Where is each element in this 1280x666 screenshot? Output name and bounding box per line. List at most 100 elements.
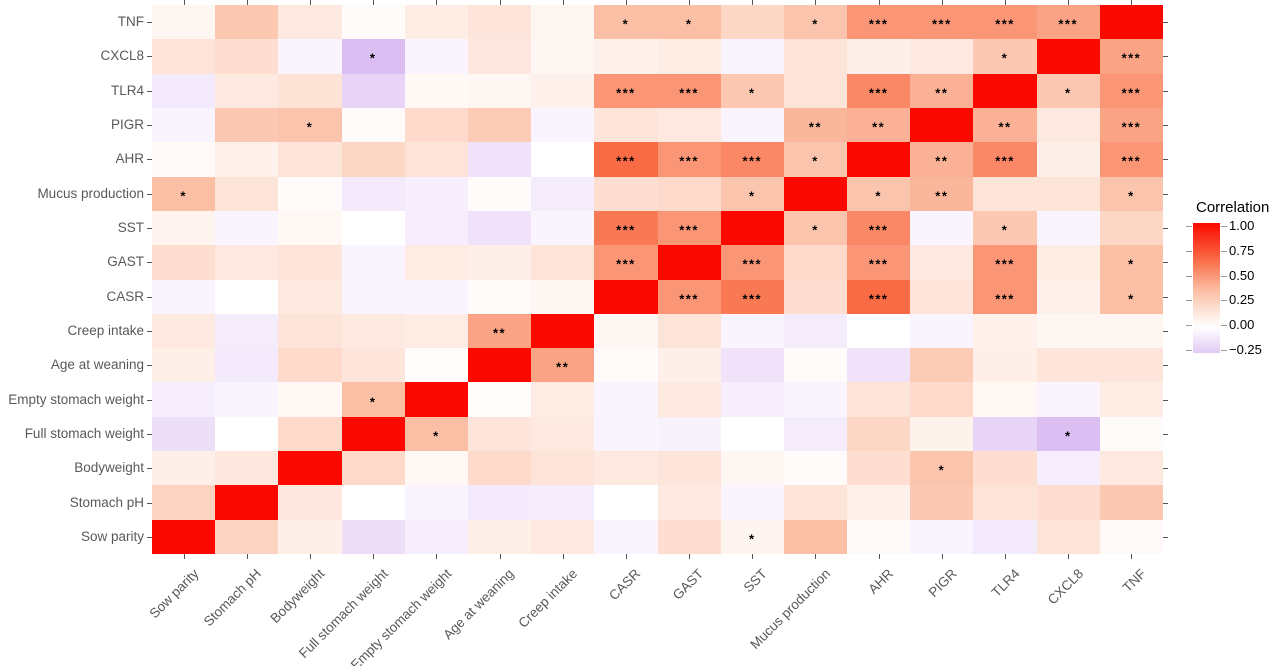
- heatmap-cell: [404, 142, 468, 177]
- heatmap-cell: [594, 519, 658, 554]
- axis-tick: [752, 554, 754, 559]
- legend-tick-mark: [1221, 226, 1227, 227]
- heatmap-cell: *: [1099, 245, 1163, 280]
- heatmap-grid: * * * *** *** *** *** * * *** *** *** * *** ** * *** * ** *…: [152, 5, 1163, 554]
- heatmap-cell: ***: [847, 245, 911, 280]
- heatmap-cell: [467, 279, 532, 314]
- axis-tick: [147, 399, 152, 401]
- axis-tick: [147, 330, 152, 332]
- heatmap-cell: [973, 451, 1037, 486]
- heatmap-cell: [152, 485, 216, 520]
- heatmap-cell: [467, 73, 532, 108]
- heatmap-cell: [404, 210, 468, 246]
- heatmap-cell: *: [910, 451, 974, 486]
- axis-tick: [147, 296, 152, 298]
- significance-stars: ***: [868, 85, 889, 101]
- heatmap-cell: [1099, 416, 1163, 452]
- heatmap-cell: ***: [847, 279, 911, 314]
- heatmap-cell: [341, 348, 405, 383]
- heatmap-cell: [152, 279, 216, 314]
- x-axis-label: SST: [740, 566, 770, 596]
- heatmap-cell: [973, 519, 1037, 554]
- heatmap-cell: [404, 107, 468, 143]
- heatmap-cell: [467, 519, 532, 554]
- heatmap-cell: [467, 416, 532, 452]
- axis-tick: [1163, 330, 1168, 332]
- axis-tick: [1163, 536, 1168, 538]
- heatmap-cell: [783, 416, 848, 452]
- significance-stars: **: [935, 188, 949, 204]
- heatmap-cell: [531, 176, 595, 211]
- heatmap-cell: [720, 382, 784, 417]
- heatmap-cell: ***: [657, 73, 721, 108]
- axis-tick: [878, 554, 880, 559]
- heatmap-cell: [341, 142, 405, 177]
- significance-stars: *: [1064, 428, 1072, 444]
- significance-stars: **: [998, 119, 1012, 135]
- axis-tick: [147, 159, 152, 161]
- significance-stars: ***: [679, 291, 699, 307]
- significance-stars: *: [749, 85, 756, 101]
- heatmap-cell: [215, 451, 279, 486]
- legend-tick-mark: [1221, 300, 1227, 302]
- axis-tick: [147, 125, 152, 127]
- heatmap-cell: *: [720, 73, 784, 108]
- axis-tick: [309, 554, 311, 559]
- heatmap-cell: [720, 210, 784, 246]
- axis-tick: [147, 22, 152, 24]
- axis-tick: [1163, 433, 1168, 435]
- legend-tick-mark: [1186, 350, 1192, 351]
- heatmap-cell: [278, 5, 342, 40]
- heatmap-cell: [531, 279, 595, 314]
- significance-stars: *: [938, 462, 946, 478]
- heatmap-cell: [1099, 313, 1163, 349]
- heatmap-cell: [847, 451, 911, 486]
- heatmap-cell: *: [783, 210, 848, 246]
- heatmap-cell: [973, 73, 1037, 108]
- heatmap-cell: [341, 210, 405, 246]
- heatmap-cell: ***: [1036, 5, 1100, 40]
- heatmap-cell: ***: [657, 210, 721, 246]
- heatmap-cell: [531, 519, 595, 554]
- heatmap-cell: *: [657, 5, 721, 40]
- heatmap-cell: [594, 107, 658, 143]
- heatmap-cell: [594, 39, 658, 74]
- heatmap-cell: ***: [973, 279, 1037, 314]
- significance-stars: ***: [995, 291, 1015, 307]
- heatmap-cell: [215, 485, 279, 520]
- heatmap-cell: [783, 451, 848, 486]
- axis-tick: [1131, 554, 1133, 559]
- axis-tick: [941, 554, 943, 559]
- axis-tick: [1163, 125, 1168, 127]
- heatmap-cell: [910, 210, 974, 246]
- axis-tick: [1131, 0, 1133, 5]
- heatmap-cell: [973, 416, 1037, 452]
- axis-tick: [499, 0, 501, 5]
- axis-tick: [941, 0, 943, 5]
- heatmap-cell: [1036, 176, 1100, 211]
- heatmap-cell: [278, 176, 342, 211]
- axis-tick: [183, 554, 185, 559]
- significance-stars: ***: [868, 222, 889, 238]
- significance-stars: ***: [995, 256, 1015, 272]
- heatmap-cell: [404, 39, 468, 74]
- heatmap-cell: [404, 485, 468, 520]
- heatmap-cell: [657, 519, 721, 554]
- heatmap-cell: ***: [594, 142, 658, 177]
- legend-tick-mark: [1186, 250, 1192, 252]
- heatmap-cell: ***: [594, 210, 658, 246]
- heatmap-cell: *: [341, 39, 405, 74]
- significance-stars: ***: [868, 291, 889, 307]
- significance-stars: *: [1128, 188, 1135, 204]
- axis-tick: [1163, 193, 1168, 195]
- significance-stars: *: [433, 428, 440, 444]
- significance-stars: *: [875, 188, 882, 204]
- heatmap-cell: *: [1036, 73, 1100, 108]
- significance-stars: **: [492, 325, 507, 341]
- heatmap-cell: [278, 451, 342, 486]
- significance-stars: ***: [932, 16, 952, 32]
- heatmap-cell: **: [531, 348, 595, 383]
- significance-stars: **: [556, 359, 570, 375]
- heatmap-cell: [152, 519, 216, 554]
- significance-stars: *: [369, 394, 377, 410]
